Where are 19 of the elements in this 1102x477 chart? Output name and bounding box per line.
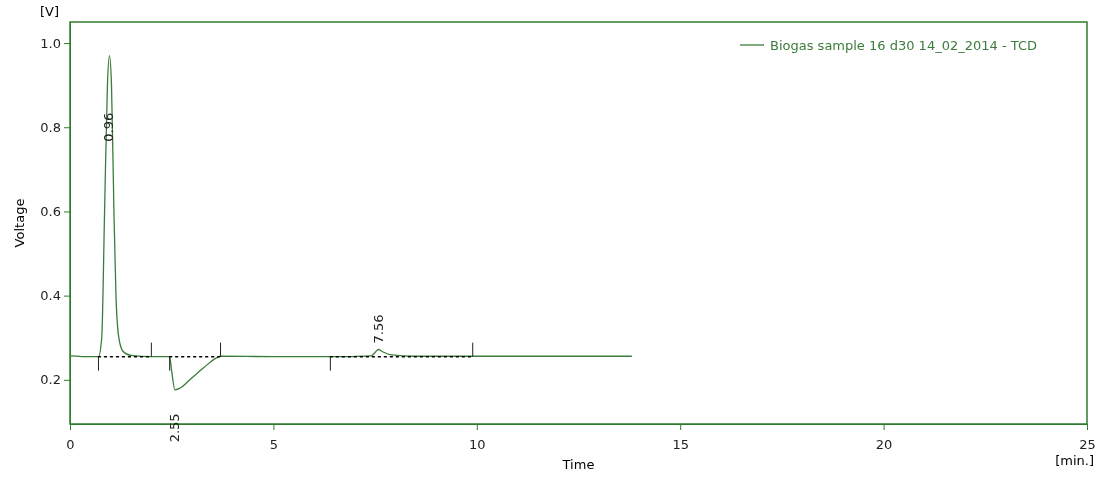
text: [V] [40, 4, 60, 19]
annotation: 2.55 [166, 413, 182, 443]
annotation: 0.96 [101, 112, 117, 142]
y-tick-label: 0.4 [40, 288, 61, 304]
y-tick-label: 0.2 [40, 372, 61, 388]
annotation: 7.56 [370, 314, 386, 344]
text: [min.] [1055, 453, 1094, 468]
y-tick-label: 0.8 [40, 119, 61, 135]
y-axis-title: Voltage [12, 198, 27, 248]
legend-label: Biogas sample 16 d30 14_02_2014 - TCD [770, 38, 1037, 53]
x-tick-label: 15 [672, 436, 689, 452]
x-tick-label: 5 [269, 436, 279, 452]
x-tick-label: 20 [875, 436, 893, 452]
x-tick-label: 10 [469, 436, 486, 452]
y-tick-label: 1.0 [40, 35, 61, 51]
x-axis-title: Time [561, 457, 595, 472]
y-tick-label: 0.6 [40, 204, 61, 220]
x-tick-label: 0 [66, 436, 75, 452]
x-tick-label: 25 [1079, 436, 1096, 452]
